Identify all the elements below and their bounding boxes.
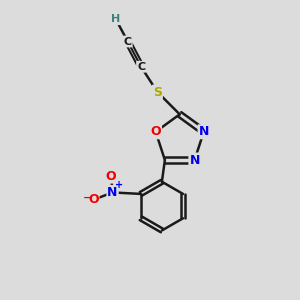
Text: +: + [115,180,123,190]
Text: O: O [88,194,99,206]
Text: C: C [124,37,132,46]
Text: O: O [150,125,161,138]
Text: N: N [107,186,118,199]
Text: −: − [83,193,93,202]
Text: N: N [189,154,200,166]
Text: C: C [137,62,145,72]
Text: H: H [111,14,120,24]
Text: O: O [106,169,116,183]
Text: S: S [153,85,162,98]
Text: N: N [199,125,209,138]
